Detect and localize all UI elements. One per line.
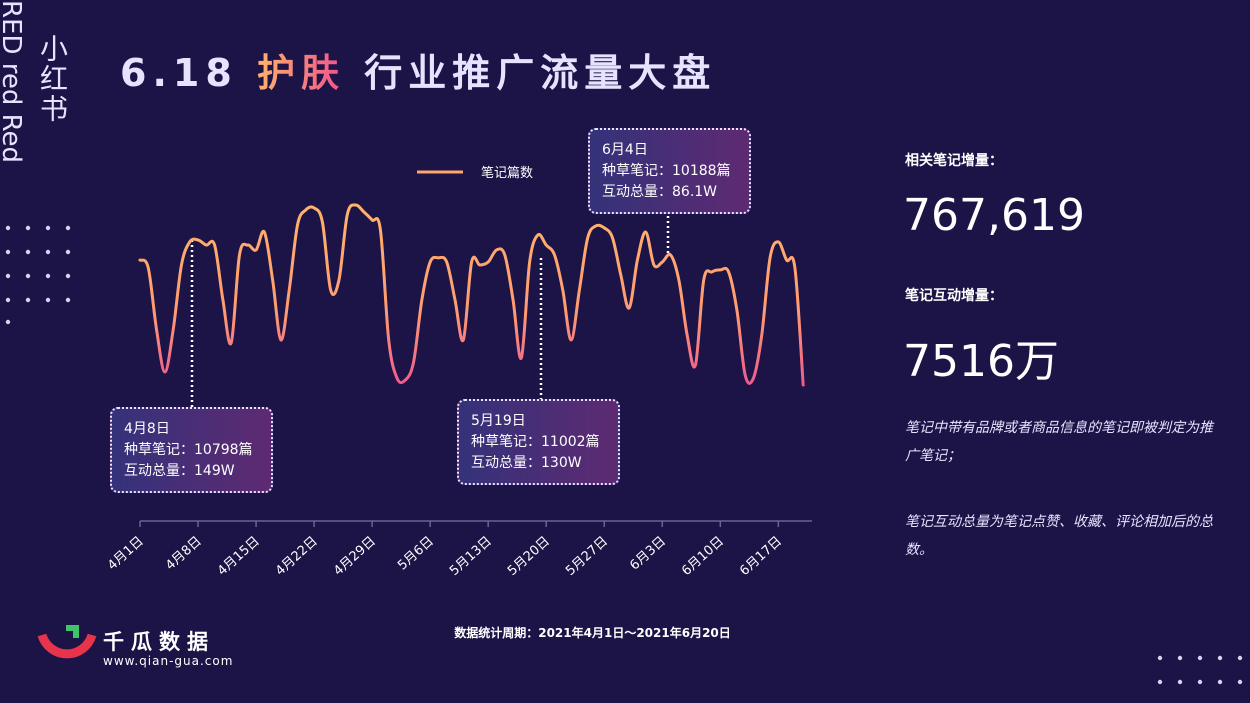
line <box>138 203 805 387</box>
x-tick-label: 4月22日 <box>273 534 321 579</box>
title: 6.18 护肤 行业推广流量大盘 <box>120 42 716 97</box>
callout-date: 6月4日 <box>602 142 648 158</box>
brand-url: www.qian-gua.com <box>103 654 234 668</box>
callout-date: 5月19日 <box>471 413 526 429</box>
stat-value: 7516万 <box>903 336 1059 387</box>
title-part: 6.18 <box>120 51 238 95</box>
x-tick-label: 4月1日 <box>105 534 147 574</box>
logo <box>37 625 97 659</box>
legend-label: 笔记篇数 <box>481 165 533 181</box>
callout-notes: 种草笔记：10188篇 <box>602 163 731 179</box>
x-tick-label: 6月3日 <box>627 534 669 574</box>
callout-interaction: 互动总量：86.1W <box>602 184 718 200</box>
x-tick-label: 5月6日 <box>395 534 437 574</box>
stat-label: 相关笔记增量： <box>905 153 1003 169</box>
callout-date: 4月8日 <box>124 421 170 437</box>
callout-interaction: 互动总量：149W <box>124 463 235 479</box>
title-highlight: 护肤 <box>257 51 346 95</box>
side-label: RED red Red <box>0 0 26 164</box>
callout-notes: 种草笔记：10798篇 <box>124 442 253 458</box>
x-tick-label: 4月29日 <box>331 534 379 579</box>
footer: 数据统计周期：2021年4月1日～2021年6月20日 <box>454 626 731 640</box>
note: 笔记互动总量为笔记点赞、收藏、评论相加后的总数。 <box>905 514 1213 558</box>
x-tick-label: 5月13日 <box>447 534 495 579</box>
callout-interaction: 互动总量：130W <box>471 455 582 471</box>
x-tick-label: 6月10日 <box>679 534 727 579</box>
leaders <box>190 216 670 407</box>
callout-notes: 种草笔记：11002篇 <box>471 434 600 450</box>
side-label: 小红书 <box>36 34 69 124</box>
callout: 5月19日 种草笔记：11002篇 互动总量：130W <box>457 399 620 485</box>
x-tick-label: 5月20日 <box>505 534 553 579</box>
title-part: 行业推广流量大盘 <box>364 51 717 95</box>
dots <box>5 225 1243 685</box>
x-tick-label: 6月17日 <box>737 534 785 579</box>
callout: 4月8日 种草笔记：10798篇 互动总量：149W <box>110 407 273 493</box>
note: 笔记中带有品牌或者商品信息的笔记即被判定为推广笔记； <box>905 420 1213 464</box>
x-tick-label: 5月27日 <box>563 534 611 579</box>
stat-value: 767,619 <box>903 190 1085 241</box>
callout: 6月4日 种草笔记：10188篇 互动总量：86.1W <box>588 128 751 214</box>
x-tick-label: 4月15日 <box>215 534 263 579</box>
x-tick-label: 4月8日 <box>163 534 205 574</box>
brand-name: 千瓜数据 <box>103 630 215 654</box>
stat-label: 笔记互动增量： <box>905 288 1003 304</box>
